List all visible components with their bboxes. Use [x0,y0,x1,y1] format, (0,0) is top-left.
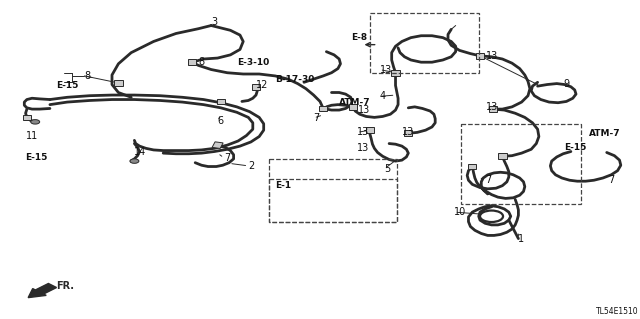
Text: B-17-30: B-17-30 [275,75,315,84]
Text: 11: 11 [26,130,38,141]
Text: 9: 9 [563,78,570,89]
Text: TL54E1510: TL54E1510 [596,307,639,315]
Circle shape [480,211,503,222]
Text: FR.: FR. [56,280,74,291]
Text: 13: 13 [357,127,369,137]
Text: 13: 13 [380,64,392,75]
Bar [404,130,413,136]
Text: 7: 7 [485,175,492,185]
Bar [216,99,225,104]
Bar [366,127,374,133]
Text: 1: 1 [518,234,525,244]
Bar [252,84,260,90]
Text: E-8: E-8 [351,33,367,42]
Text: 13: 13 [486,51,499,61]
Bar [349,104,358,110]
Bar [212,142,223,148]
Circle shape [130,159,139,163]
Text: 4: 4 [380,91,386,101]
Text: 8: 8 [84,71,91,81]
Text: E-1: E-1 [275,181,291,190]
FancyArrow shape [28,284,56,298]
Circle shape [31,120,40,124]
Text: E-15: E-15 [564,143,587,152]
Text: 10: 10 [454,207,467,217]
Text: ATM-7: ATM-7 [589,130,620,138]
Bar [114,80,123,86]
Bar [370,13,479,73]
Text: 6: 6 [218,116,224,126]
Bar [499,153,507,159]
Text: 13: 13 [357,143,369,153]
Text: 7: 7 [608,175,614,185]
Text: 13: 13 [486,102,499,112]
Bar [23,115,31,120]
Text: 5: 5 [384,164,390,174]
Bar [319,106,328,111]
Text: 12: 12 [256,80,268,91]
Text: ATM-7: ATM-7 [339,98,371,107]
Text: 8: 8 [198,57,205,67]
Bar [269,179,397,222]
Bar [476,53,484,59]
Text: 7: 7 [224,153,230,163]
Text: 7: 7 [314,113,320,123]
Bar [188,59,196,65]
Bar [392,70,399,76]
Text: 13: 13 [402,127,414,137]
Bar [489,106,497,112]
Text: E-15: E-15 [56,81,79,90]
Text: 3: 3 [211,17,218,27]
Bar [468,164,476,169]
Bar [269,159,397,222]
Text: 14: 14 [134,146,147,157]
Text: E-3-10: E-3-10 [237,58,269,67]
Text: 13: 13 [358,105,371,115]
Bar [461,124,581,204]
Text: 2: 2 [248,161,255,171]
Text: E-15: E-15 [26,153,48,162]
